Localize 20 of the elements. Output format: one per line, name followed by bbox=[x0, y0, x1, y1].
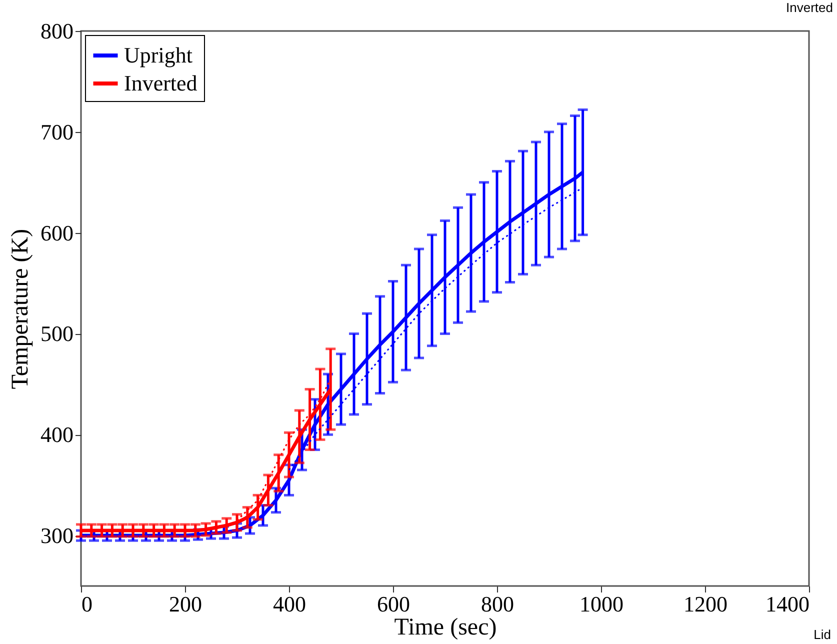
y-tick-label: 800 bbox=[40, 18, 74, 44]
y-tick-label: 400 bbox=[40, 422, 74, 448]
y-tick-label: 300 bbox=[40, 523, 74, 548]
y-tick-label: 700 bbox=[40, 119, 74, 144]
y-tick-label: 600 bbox=[40, 220, 74, 246]
x-tick-label: 1200 bbox=[684, 592, 728, 616]
x-tick-label: 1400 bbox=[766, 592, 810, 616]
x-axis-title: Time (sec) bbox=[394, 614, 497, 640]
x-tick-label: 400 bbox=[273, 592, 306, 616]
y-axis-title: Temperature (K) bbox=[8, 228, 34, 390]
x-tick-label: 600 bbox=[377, 592, 410, 616]
y-tick-label: 500 bbox=[40, 321, 74, 346]
legend-label: Inverted bbox=[124, 70, 198, 96]
legend-label: Upright bbox=[124, 42, 192, 68]
text: Lid bbox=[814, 627, 831, 642]
x-tick-label: 0 bbox=[82, 592, 92, 616]
x-tick-label: 1000 bbox=[580, 592, 624, 616]
x-tick-label: 200 bbox=[169, 592, 202, 616]
x-tick-label: 800 bbox=[481, 592, 514, 616]
text: Inverted bbox=[786, 0, 833, 15]
